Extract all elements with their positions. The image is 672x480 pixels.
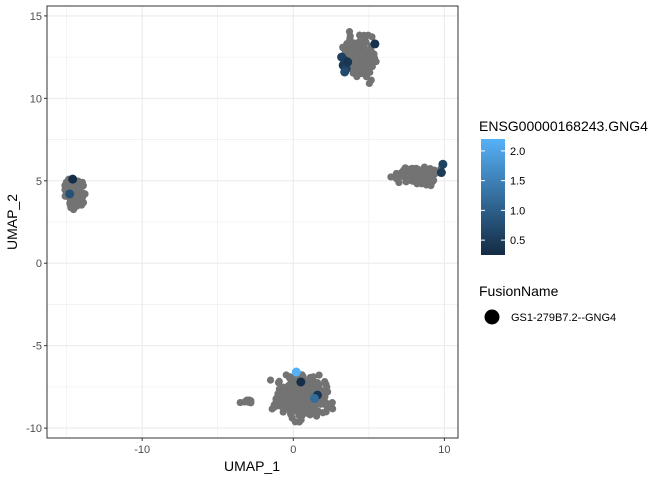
color-legend-tick-label: 0.5 <box>510 235 525 247</box>
fusion-point <box>436 168 446 178</box>
data-point <box>359 42 367 51</box>
data-point <box>328 399 336 407</box>
color-legend-tick-label: 2.0 <box>510 146 525 158</box>
fusion-point <box>343 57 353 67</box>
color-legend-ticks: 0.5 1.0 1.5 2.0 <box>481 146 525 247</box>
data-point <box>283 392 291 400</box>
data-point <box>298 412 306 420</box>
color-legend-title: ENSG00000168243.GNG4 <box>479 118 648 134</box>
data-point <box>430 166 438 174</box>
shape-legend-label: GS1-279B7.2--GNG4 <box>511 312 616 324</box>
data-point <box>79 199 88 207</box>
y-tick-label: 0 <box>36 258 42 270</box>
data-point <box>273 394 281 402</box>
data-point <box>73 185 81 193</box>
fusion-point <box>68 174 78 184</box>
grid-minor <box>47 6 458 438</box>
fusion-point <box>370 39 380 49</box>
x-axis-title: UMAP_1 <box>224 458 280 474</box>
fusion-point <box>309 393 319 403</box>
y-tick-label: -10 <box>26 423 42 435</box>
fusion-point <box>438 159 448 169</box>
fusion-point <box>296 377 306 387</box>
y-tick-label: 15 <box>30 11 42 23</box>
data-point <box>305 378 313 386</box>
fusion-point <box>337 52 347 62</box>
y-tick-label: -5 <box>32 341 42 353</box>
data-point <box>323 403 331 411</box>
y-axis-title: UMAP_2 <box>4 194 20 250</box>
data-point <box>315 371 323 379</box>
data-point <box>266 376 275 384</box>
data-point <box>300 390 308 398</box>
data-point <box>367 51 375 59</box>
x-axis-ticks: -10 0 10 <box>134 438 451 456</box>
data-point <box>354 51 362 59</box>
data-point <box>275 377 283 385</box>
data-point <box>346 32 354 40</box>
data-point <box>72 191 80 199</box>
data-point <box>368 33 376 41</box>
panel-border <box>46 5 459 439</box>
data-point <box>339 43 347 51</box>
data-point <box>365 79 373 88</box>
data-point <box>410 175 418 184</box>
color-legend-tick-label: 1.5 <box>510 176 525 188</box>
data-point <box>420 163 429 171</box>
data-point <box>368 62 376 71</box>
shape-legend-key <box>484 309 500 325</box>
data-point <box>291 418 299 426</box>
data-point <box>372 58 380 66</box>
x-tick-label: 10 <box>438 444 450 456</box>
data-point <box>291 391 299 399</box>
data-point <box>286 374 294 382</box>
data-point <box>78 178 87 186</box>
data-point <box>288 403 296 411</box>
data-point <box>412 164 420 172</box>
data-point <box>310 408 318 416</box>
fusion-points <box>65 39 448 403</box>
x-tick-label: 0 <box>290 444 296 456</box>
x-tick-label: -10 <box>134 444 150 456</box>
data-point <box>398 172 407 180</box>
data-point <box>300 404 308 412</box>
fusion-point <box>291 367 301 377</box>
data-point <box>362 58 370 66</box>
data-point <box>284 398 292 406</box>
grid-major <box>47 6 458 438</box>
data-point <box>352 45 360 54</box>
color-legend-tick-label: 1.0 <box>510 205 525 217</box>
fusion-point <box>340 67 350 77</box>
y-axis-ticks: -10 -5 0 5 10 15 <box>26 11 47 435</box>
data-point <box>362 73 371 81</box>
data-point <box>351 67 359 75</box>
data-point <box>246 398 255 406</box>
y-tick-label: 5 <box>36 176 42 188</box>
fusion-point <box>65 189 75 199</box>
data-point <box>360 31 368 39</box>
color-legend-bar <box>481 139 505 255</box>
data-point <box>346 46 354 55</box>
shape-legend-title: FusionName <box>479 283 559 299</box>
data-point <box>424 173 432 181</box>
data-point <box>287 410 295 418</box>
y-tick-label: 10 <box>30 93 42 105</box>
